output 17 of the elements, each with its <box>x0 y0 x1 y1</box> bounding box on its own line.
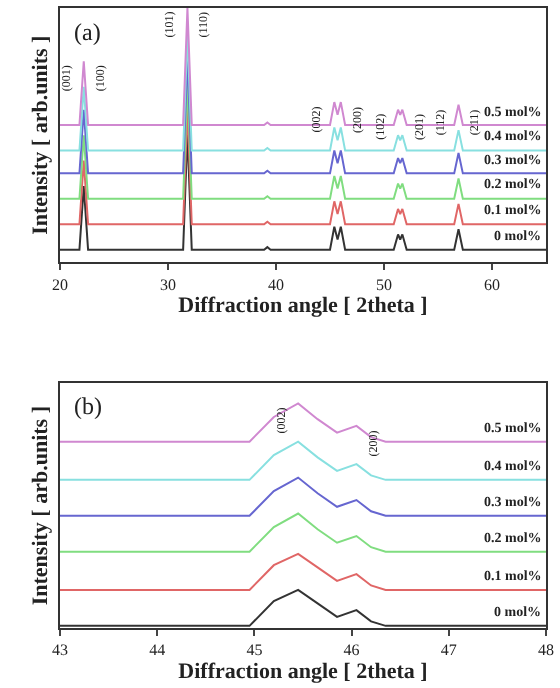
x-tick-label: 48 <box>538 641 554 660</box>
x-tick-label: 44 <box>149 641 166 660</box>
y-axis-title: Intensity [ arb.units ] <box>29 35 54 235</box>
x-tick-label: 46 <box>343 641 360 660</box>
annotation: (b) <box>74 392 102 420</box>
x-tick-label: 47 <box>440 641 457 660</box>
annotation: (a) <box>74 18 101 46</box>
x-tick-label: 45 <box>246 641 263 660</box>
x-axis-title: Diffraction angle [ 2theta ] <box>178 659 428 684</box>
y-axis-title: Intensity [ arb.units ] <box>29 406 54 606</box>
x-tick-label: 60 <box>484 275 500 294</box>
x-tick-label: 40 <box>268 275 284 294</box>
x-axis-title: Diffraction angle [ 2theta ] <box>178 294 428 318</box>
x-tick-label: 50 <box>376 275 392 294</box>
x-tick-label: 43 <box>52 641 68 660</box>
x-tick-label: 30 <box>160 275 176 294</box>
x-tick-label: 20 <box>52 275 68 294</box>
